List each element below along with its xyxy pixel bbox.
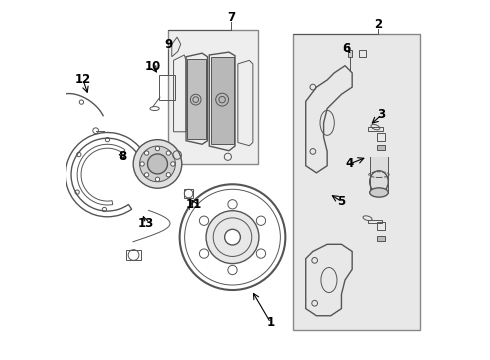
Text: 13: 13 — [138, 217, 154, 230]
Ellipse shape — [369, 171, 388, 193]
Circle shape — [140, 162, 144, 166]
Bar — [377, 222, 385, 230]
Text: 9: 9 — [164, 39, 172, 51]
Bar — [211, 57, 234, 144]
Text: 8: 8 — [119, 150, 127, 163]
Circle shape — [171, 162, 175, 166]
Text: 1: 1 — [267, 316, 275, 329]
Circle shape — [166, 173, 171, 177]
Text: 11: 11 — [186, 198, 202, 211]
Text: 12: 12 — [74, 73, 91, 86]
Circle shape — [155, 177, 160, 181]
Bar — [293, 33, 420, 330]
Bar — [377, 133, 385, 141]
Bar — [377, 236, 385, 241]
Circle shape — [140, 146, 175, 182]
Circle shape — [155, 147, 160, 151]
Text: 10: 10 — [145, 60, 161, 73]
Bar — [126, 250, 141, 260]
Text: 5: 5 — [337, 195, 345, 208]
Text: 7: 7 — [227, 11, 236, 24]
Circle shape — [228, 265, 237, 275]
Bar — [377, 145, 385, 150]
Circle shape — [199, 216, 209, 225]
Circle shape — [224, 229, 241, 245]
Circle shape — [206, 211, 259, 264]
Bar — [168, 30, 258, 164]
Circle shape — [228, 200, 237, 209]
Text: 4: 4 — [345, 157, 354, 170]
Circle shape — [166, 151, 171, 155]
Bar — [368, 220, 382, 223]
Bar — [184, 189, 193, 198]
Circle shape — [133, 140, 182, 188]
Circle shape — [145, 173, 149, 177]
Ellipse shape — [369, 188, 388, 197]
Bar — [359, 50, 366, 57]
Circle shape — [145, 151, 149, 155]
Circle shape — [256, 216, 266, 225]
Text: 3: 3 — [377, 108, 386, 121]
Circle shape — [147, 154, 168, 174]
Bar — [369, 157, 388, 193]
Text: 6: 6 — [343, 42, 351, 55]
Bar — [159, 75, 175, 100]
Text: 2: 2 — [374, 18, 382, 31]
Circle shape — [199, 249, 209, 258]
Circle shape — [256, 249, 266, 258]
Bar — [187, 59, 206, 139]
Bar — [368, 127, 383, 131]
Bar — [347, 50, 352, 57]
